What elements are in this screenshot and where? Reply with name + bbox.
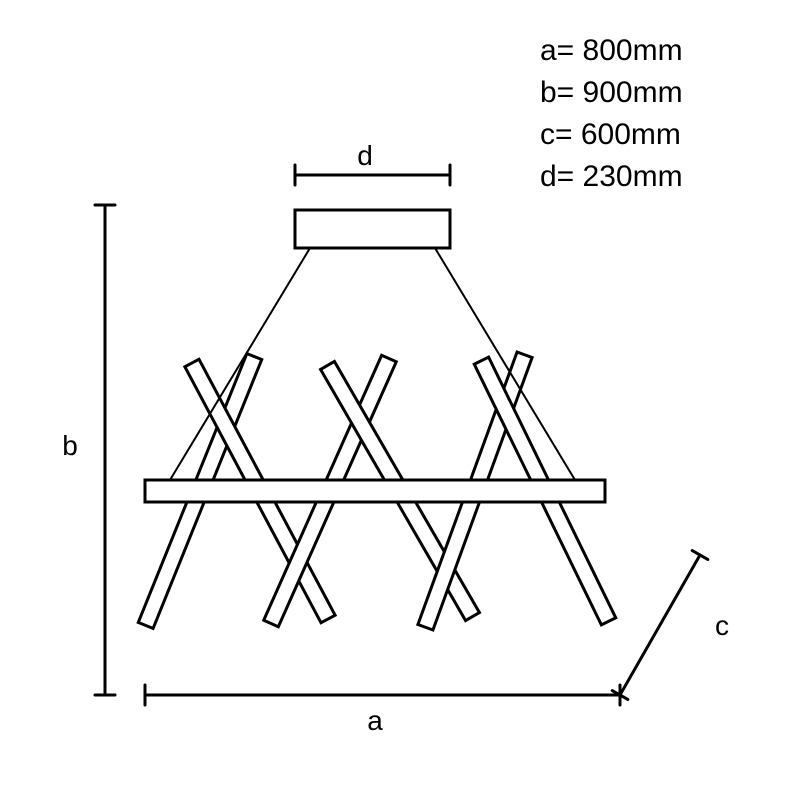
legend-c: c= 600mm [540, 118, 681, 151]
dim-d-label: d [357, 140, 373, 171]
canopy [295, 210, 450, 248]
dim-c-label: c [715, 610, 729, 641]
dim-c-line [620, 555, 700, 695]
cable-right [435, 248, 575, 480]
legend-b: b= 900mm [540, 76, 683, 109]
legend-a: a= 800mm [540, 34, 683, 67]
dim-a-label: a [367, 705, 383, 736]
main-bar [145, 480, 605, 502]
legend-d: d= 230mm [540, 160, 683, 193]
dim-b-label: b [62, 430, 78, 461]
